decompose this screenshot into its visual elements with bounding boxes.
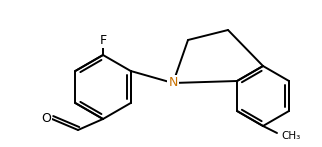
Text: O: O [41, 112, 51, 126]
Text: CH₃: CH₃ [281, 131, 300, 141]
Text: F: F [99, 35, 107, 47]
Text: N: N [168, 76, 178, 90]
